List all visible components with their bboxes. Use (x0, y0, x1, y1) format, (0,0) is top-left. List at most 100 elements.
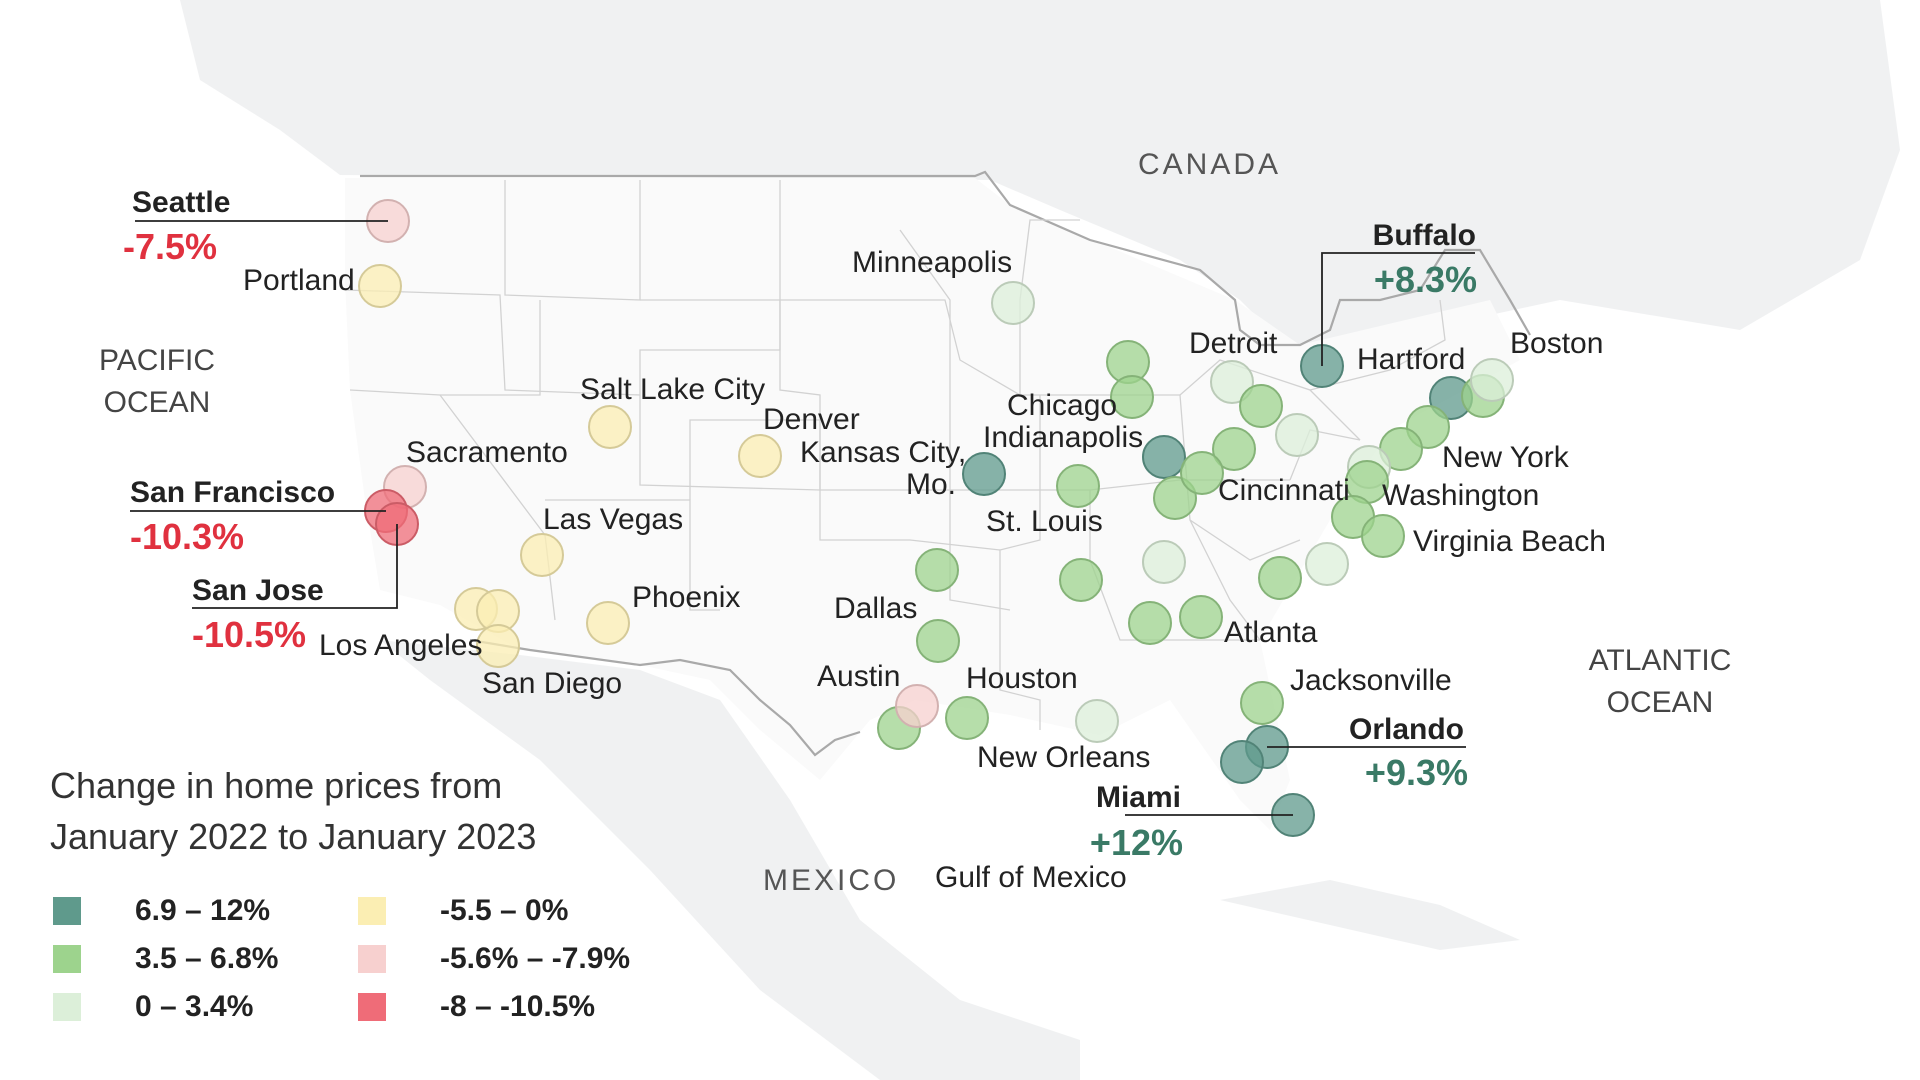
callout-san-jose-name: San Jose (192, 574, 324, 607)
marker-las-vegas[interactable] (520, 533, 564, 577)
cuba-land (1220, 880, 1520, 950)
marker-phoenix[interactable] (586, 601, 630, 645)
label-atlanta: Atlanta (1224, 616, 1318, 649)
us-land (345, 178, 1520, 830)
callout-buffalo-value: +8.3% (1374, 259, 1477, 300)
marker-dallas[interactable] (916, 619, 960, 663)
legend-grid: 6.9 – 12% -5.5 – 0% 3.5 – 6.8% -5.6% – -… (50, 894, 660, 1024)
marker-st-louis[interactable] (1056, 464, 1100, 508)
label-austin: Austin (817, 660, 900, 693)
marker-cincinnati[interactable] (1180, 451, 1224, 495)
label-denver: Denver (763, 403, 860, 436)
canada-label: CANADA (1138, 148, 1281, 181)
marker-tampa[interactable] (1220, 740, 1264, 784)
mexico-land (380, 640, 1080, 1080)
leader-san-jose (192, 524, 398, 609)
atlantic-ocean-label-1: ATLANTIC (1589, 644, 1732, 677)
mexico-border (469, 638, 861, 757)
marker-san-diego[interactable] (476, 624, 520, 668)
city-markers (358, 199, 1514, 837)
marker-virginia-beach[interactable] (1361, 514, 1405, 558)
legend-swatch (53, 945, 81, 973)
label-jacksonville: Jacksonville (1290, 664, 1452, 697)
marker-charlotte[interactable] (1258, 556, 1302, 600)
label-phoenix: Phoenix (632, 581, 740, 614)
label-virginia-beach: Virginia Beach (1413, 525, 1606, 558)
highlight-callouts: Seattle -7.5% San Francisco -10.3% San J… (123, 186, 1477, 863)
callout-san-francisco-value: -10.3% (130, 516, 244, 557)
marker-memphis[interactable] (1059, 558, 1103, 602)
label-boston: Boston (1510, 327, 1603, 360)
label-cincinnati: Cincinnati (1218, 474, 1350, 507)
marker-austin[interactable] (895, 684, 939, 728)
marker-new-orleans[interactable] (1075, 699, 1119, 743)
label-houston: Houston (966, 662, 1078, 695)
label-new-york: New York (1442, 441, 1570, 474)
label-st-louis: St. Louis (986, 505, 1103, 538)
marker-salt-lake-city[interactable] (588, 405, 632, 449)
marker-birmingham[interactable] (1128, 601, 1172, 645)
marker-portland[interactable] (358, 264, 402, 308)
legend-swatch (53, 897, 81, 925)
marker-pittsburgh[interactable] (1275, 413, 1319, 457)
marker-oklahoma-city[interactable] (915, 548, 959, 592)
marker-minneapolis[interactable] (991, 281, 1035, 325)
legend-label: -5.6% – -7.9% (440, 942, 631, 975)
label-chicago: Chicago (1007, 389, 1117, 422)
label-washington: Washington (1382, 479, 1539, 512)
label-san-diego: San Diego (482, 667, 622, 700)
callout-miami-value: +12% (1090, 822, 1183, 863)
legend-swatch (358, 897, 386, 925)
marker-columbus[interactable] (1212, 427, 1256, 471)
label-hartford: Hartford (1357, 343, 1465, 376)
marker-chicago[interactable] (1110, 375, 1154, 419)
marker-denver[interactable] (738, 434, 782, 478)
callout-seattle-value: -7.5% (123, 226, 217, 267)
legend-label: 6.9 – 12% (135, 894, 271, 927)
pacific-ocean-label-1: PACIFIC (99, 344, 215, 377)
border-layer (360, 170, 1531, 757)
label-salt-lake-city: Salt Lake City (580, 373, 765, 406)
label-sacramento: Sacramento (406, 436, 568, 469)
marker-nashville[interactable] (1142, 540, 1186, 584)
marker-indianapolis[interactable] (1142, 435, 1186, 479)
marker-boston[interactable] (1470, 358, 1514, 402)
city-labels: Portland Sacramento Salt Lake City Denve… (243, 246, 1606, 774)
label-kansas-city-1: Kansas City, (800, 436, 966, 469)
label-indianapolis: Indianapolis (983, 421, 1143, 454)
callout-miami-name: Miami (1096, 781, 1181, 814)
region-labels: CANADA MEXICO Gulf of Mexico PACIFIC OCE… (99, 148, 1731, 897)
callout-seattle-name: Seattle (132, 186, 230, 219)
callout-san-jose-value: -10.5% (192, 614, 306, 655)
pacific-ocean-label-2: OCEAN (104, 386, 211, 419)
legend-item-2: 3.5 – 6.8% (50, 942, 355, 976)
legend-title-line-1: Change in home prices from (50, 765, 503, 806)
marker-kansas-city[interactable] (962, 452, 1006, 496)
label-new-orleans: New Orleans (977, 741, 1150, 774)
label-dallas: Dallas (834, 592, 917, 625)
legend-label: -8 – -10.5% (440, 990, 596, 1023)
land-layer (180, 0, 1900, 1080)
marker-houston[interactable] (945, 696, 989, 740)
label-los-angeles: Los Angeles (319, 629, 482, 662)
label-minneapolis: Minneapolis (852, 246, 1012, 279)
mexico-label: MEXICO (763, 864, 899, 897)
legend-label: 0 – 3.4% (135, 990, 254, 1023)
marker-detroit[interactable] (1210, 360, 1254, 404)
legend-item-1: 6.9 – 12% (50, 894, 355, 928)
legend-swatch (53, 993, 81, 1021)
callout-orlando-value: +9.3% (1365, 752, 1468, 793)
legend-item-4: -5.5 – 0% (355, 894, 660, 928)
legend-item-3: 0 – 3.4% (50, 990, 355, 1024)
marker-jacksonville[interactable] (1240, 681, 1284, 725)
canada-border (360, 170, 1531, 347)
callout-orlando-name: Orlando (1349, 713, 1464, 746)
marker-cleveland[interactable] (1239, 384, 1283, 428)
callout-buffalo-name: Buffalo (1373, 219, 1476, 252)
legend-item-5: -5.6% – -7.9% (355, 942, 660, 976)
canada-land (180, 0, 1900, 360)
marker-atlanta[interactable] (1179, 595, 1223, 639)
legend-item-6: -8 – -10.5% (355, 990, 660, 1024)
label-las-vegas: Las Vegas (543, 503, 683, 536)
marker-raleigh[interactable] (1305, 542, 1349, 586)
